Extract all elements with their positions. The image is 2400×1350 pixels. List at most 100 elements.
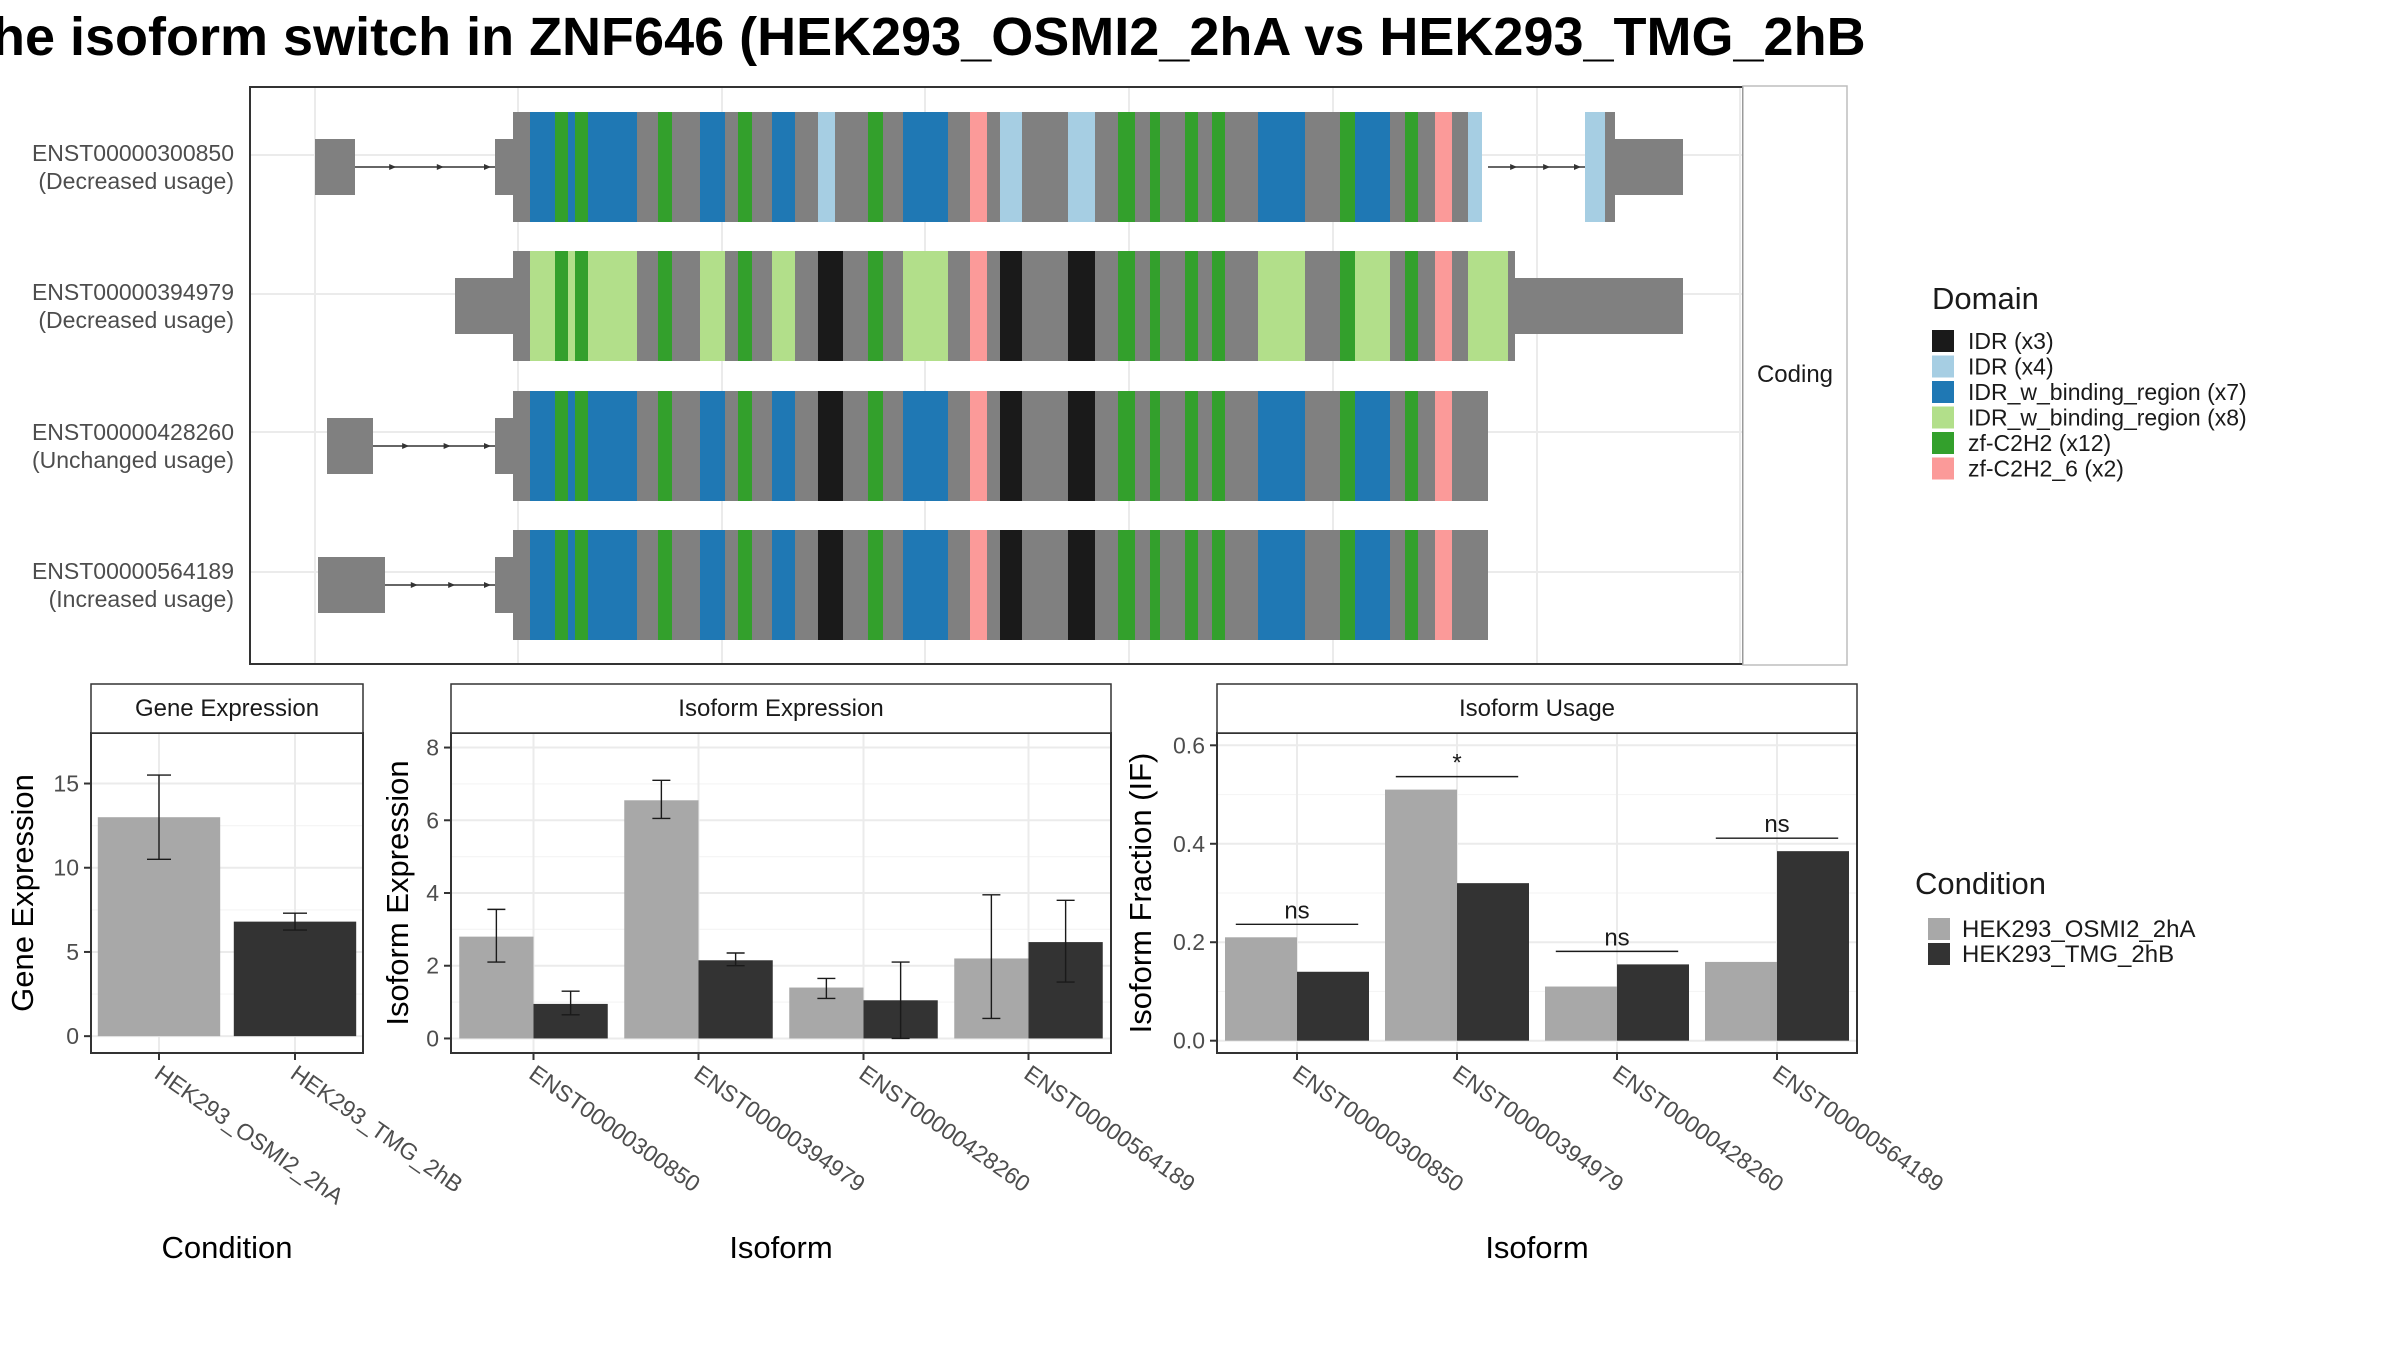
bar [1385,789,1457,1041]
y-tick-label: 0.2 [1173,929,1205,955]
cds-block [1305,251,1340,361]
domain-block [1435,530,1452,640]
domain-block [1468,251,1508,361]
cds-block [883,530,903,640]
cds-block [835,112,868,222]
cds-block [1225,530,1258,640]
domain-block [738,530,752,640]
intron-arrow [484,164,491,170]
domain-block [658,251,672,361]
utr-block [495,139,513,195]
cds-block [1160,391,1185,501]
cds-block [725,112,738,222]
domain-block [772,251,795,361]
domain-legend-label: IDR_w_binding_region (x8) [1968,405,2247,431]
x-tick-label: ENST00000564189 [1768,1060,1948,1197]
domain-block [658,391,672,501]
transcript-row-ENST00000300850 [315,112,1683,222]
domain-block [1355,112,1390,222]
domain-block [1068,112,1095,222]
x-tick-label: ENST00000564189 [1020,1060,1200,1197]
domain-block [1258,530,1305,640]
y-tick-label: 0 [426,1025,439,1051]
domain-block [1468,112,1482,222]
cds-block [1452,251,1468,361]
cds-block [795,112,818,222]
domain-block [1068,530,1095,640]
cds-block [1160,251,1185,361]
y-tick-label: 0.4 [1173,831,1205,857]
transcript-label-id: ENST00000300850 [32,140,234,166]
significance-label: * [1452,750,1461,777]
domain-legend-title: Domain [1932,281,2039,316]
cds-block [1452,391,1488,501]
domain-block [530,530,555,640]
cds-block [1452,530,1488,640]
domain-block [1405,391,1418,501]
cds-block [725,251,738,361]
cds-block [1095,112,1118,222]
domain-block [1405,530,1418,640]
cds-block [948,391,970,501]
domain-legend-key [1932,432,1954,454]
utr-block [1605,112,1615,222]
y-tick-label: 6 [426,807,439,833]
cds-block [1198,251,1212,361]
x-axis-title: Isoform [729,1230,832,1265]
utr-block [495,557,513,613]
cds-block [987,391,1000,501]
transcript-label-usage: (Increased usage) [49,586,234,612]
domain-block [575,112,588,222]
domain-block [1000,391,1022,501]
intron-arrow [436,164,444,170]
x-tick-label: ENST00000300850 [525,1060,705,1197]
cds-block [948,530,970,640]
domain-block [1340,530,1355,640]
domain-block [575,391,588,501]
domain-block [970,391,987,501]
domain-block [1435,251,1452,361]
cds-block [513,391,530,501]
domain-block [1150,112,1160,222]
domain-block [575,530,588,640]
transcript-label-usage: (Unchanged usage) [32,447,234,473]
x-tick-label: ENST00000300850 [1288,1060,1468,1197]
domain-block [1185,112,1198,222]
domain-block [1435,391,1452,501]
cds-block [1160,530,1185,640]
cds-block [672,251,700,361]
domain-block [970,530,987,640]
cds-block [513,530,530,640]
cds-block [843,391,868,501]
domain-legend-key [1932,355,1954,378]
cds-block [752,530,772,640]
cds-block [843,251,868,361]
cds-block [1160,112,1185,222]
domain-block [555,391,568,501]
domain-block [1185,391,1198,501]
domain-block [1000,112,1022,222]
domain-block [1258,391,1305,501]
y-axis-title: Isoform Expression [380,760,415,1025]
cds-block [752,391,772,501]
domain-legend-key [1932,330,1954,352]
cds-block [1198,530,1212,640]
domain-block [818,391,843,501]
cds-block [672,530,700,640]
bar [1225,937,1297,1041]
domain-block [1068,391,1095,501]
cds-block [513,251,530,361]
cds-block [752,251,772,361]
domain-legend-key [1932,381,1954,403]
domain-block [1118,112,1135,222]
condition-legend-key [1928,918,1950,940]
domain-block [1212,251,1225,361]
cds-block [1390,112,1405,222]
domain-block [658,530,672,640]
y-tick-label: 15 [53,771,79,797]
intron-arrow [1543,164,1551,170]
x-tick-label: ENST00000394979 [690,1060,870,1197]
domain-block [568,530,575,640]
domain-block [1340,251,1355,361]
domain-legend-label: zf-C2H2_6 (x2) [1968,456,2124,482]
